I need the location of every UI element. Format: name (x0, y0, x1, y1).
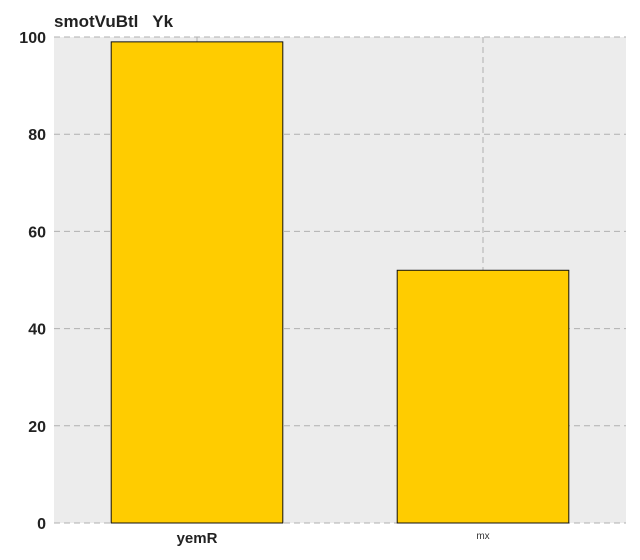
y-tick-label: 60 (28, 224, 46, 241)
y-tick-label: 80 (28, 127, 46, 144)
y-tick-label: 40 (28, 322, 46, 339)
bar-series (110, 41, 570, 524)
x-axis-ticks: yemR mx (177, 530, 490, 547)
bar-mx (396, 269, 570, 524)
y-tick-label: 0 (37, 516, 46, 533)
y-tick-label: 100 (19, 30, 46, 47)
bar-yemR (110, 41, 284, 524)
y-tick-label: 20 (28, 419, 46, 436)
x-tick-label: yemR (177, 530, 218, 547)
chart-title: smotVuBtl Yk (54, 12, 174, 31)
y-axis-ticks: 0 20 40 60 80 100 (19, 30, 46, 533)
x-tick-label: mx (476, 531, 489, 542)
